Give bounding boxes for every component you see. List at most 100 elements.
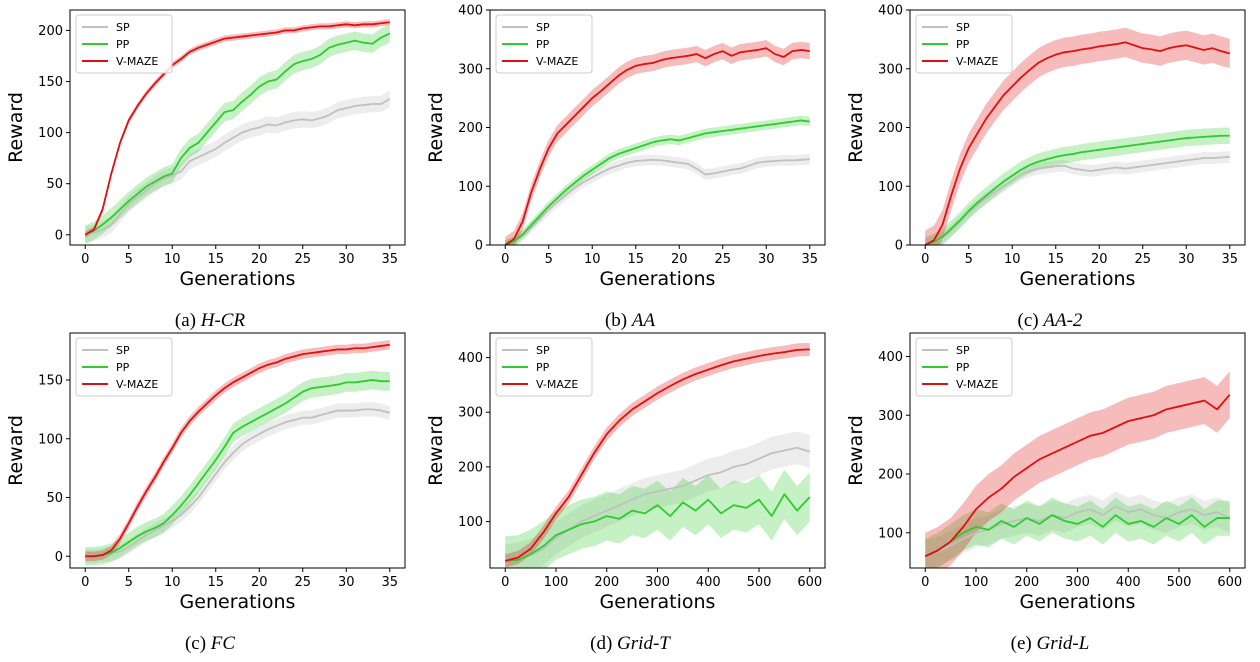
y-tick-label: 150 bbox=[38, 75, 63, 90]
y-tick-label: 0 bbox=[55, 228, 63, 243]
chart-5: 0 100 200 300 400 500 600100200300400Generatio… bbox=[845, 333, 1245, 613]
x-tick-label: 30 bbox=[338, 252, 355, 267]
band-pp bbox=[85, 371, 390, 566]
caption-c2-name: FC bbox=[211, 633, 235, 654]
caption-b-prefix: (b) bbox=[605, 310, 627, 331]
y-tick-label: 200 bbox=[458, 460, 483, 475]
legend-label-pp: PP bbox=[536, 38, 550, 51]
x-tick-label: 35 bbox=[801, 252, 818, 267]
caption-e-name: Grid-L bbox=[1037, 633, 1090, 654]
x-tick-label: 600 bbox=[797, 575, 822, 590]
x-tick-label: 5 bbox=[125, 575, 133, 590]
y-tick-label: 150 bbox=[38, 374, 63, 389]
caption-a-prefix: (a) bbox=[175, 310, 196, 331]
y-tick-label: 300 bbox=[458, 406, 483, 421]
x-tick-label: 0 bbox=[81, 252, 89, 267]
legend-label-sp: SP bbox=[956, 344, 970, 357]
y-tick-label: 100 bbox=[878, 180, 903, 195]
x-tick-label: 5 bbox=[965, 252, 973, 267]
legend-label-pp: PP bbox=[116, 38, 130, 51]
caption-c1-name: AA-2 bbox=[1043, 310, 1082, 331]
x-tick-label: 100 bbox=[544, 575, 569, 590]
x-tick-label: 20 bbox=[251, 252, 268, 267]
plot-area-5 bbox=[925, 371, 1230, 580]
legend-label-v-maze: V-MAZE bbox=[116, 55, 158, 68]
y-tick-label: 200 bbox=[38, 24, 63, 39]
x-tick-label: 400 bbox=[696, 575, 721, 590]
y-axis-label: Reward bbox=[845, 415, 867, 486]
chart-3: 0 5 10 15 20 25 30 35050100150GenerationsReward… bbox=[5, 333, 405, 613]
y-tick-label: 400 bbox=[458, 4, 483, 19]
x-tick-label: 10 bbox=[584, 252, 601, 267]
x-tick-label: 500 bbox=[1167, 575, 1192, 590]
x-tick-label: 5 bbox=[545, 252, 553, 267]
x-tick-label: 20 bbox=[671, 252, 688, 267]
legend-label-sp: SP bbox=[116, 21, 130, 34]
x-tick-label: 35 bbox=[381, 575, 398, 590]
caption-c1-prefix: (c) bbox=[1018, 310, 1039, 331]
legend-label-v-maze: V-MAZE bbox=[116, 378, 158, 391]
legend-label-pp: PP bbox=[116, 361, 130, 374]
x-tick-label: 300 bbox=[1065, 575, 1090, 590]
x-tick-label: 20 bbox=[251, 575, 268, 590]
x-tick-label: 100 bbox=[964, 575, 989, 590]
y-tick-label: 300 bbox=[458, 62, 483, 77]
y-axis-label: Reward bbox=[845, 92, 867, 163]
x-tick-label: 25 bbox=[294, 252, 311, 267]
legend: SP PP V-MAZE bbox=[916, 15, 1012, 73]
x-tick-label: 20 bbox=[1091, 252, 1108, 267]
x-tick-label: 600 bbox=[1217, 575, 1242, 590]
x-tick-label: 5 bbox=[125, 252, 133, 267]
caption-d-name: Grid-T bbox=[617, 633, 670, 654]
x-tick-label: 0 bbox=[921, 252, 929, 267]
chart-0: 0 5 10 15 20 25 30 35050100150200GenerationsRew… bbox=[5, 10, 405, 290]
x-tick-label: 500 bbox=[747, 575, 772, 590]
y-tick-label: 300 bbox=[878, 62, 903, 77]
y-tick-label: 50 bbox=[46, 177, 63, 192]
y-axis-label: Reward bbox=[5, 415, 27, 486]
x-tick-label: 15 bbox=[207, 575, 224, 590]
band-pp bbox=[505, 116, 810, 250]
legend: SP PP V-MAZE bbox=[916, 338, 1012, 396]
y-tick-label: 400 bbox=[878, 350, 903, 365]
y-tick-label: 400 bbox=[878, 4, 903, 19]
caption-b: (b) AA bbox=[520, 310, 740, 332]
chart-2: 0 5 10 15 20 25 30 350100200300400GenerationsRe… bbox=[845, 4, 1245, 291]
x-tick-label: 0 bbox=[501, 252, 509, 267]
x-tick-label: 200 bbox=[594, 575, 619, 590]
y-tick-label: 100 bbox=[458, 180, 483, 195]
legend-label-v-maze: V-MAZE bbox=[956, 378, 998, 391]
caption-a-name: H-CR bbox=[201, 310, 245, 331]
y-tick-label: 200 bbox=[458, 121, 483, 136]
caption-c2-prefix: (c) bbox=[185, 633, 206, 654]
y-axis-label: Reward bbox=[5, 92, 27, 163]
y-tick-label: 100 bbox=[878, 526, 903, 541]
y-axis-label: Reward bbox=[425, 415, 447, 486]
caption-c2: (c) FC bbox=[100, 633, 320, 655]
x-tick-label: 35 bbox=[381, 252, 398, 267]
x-tick-label: 30 bbox=[338, 575, 355, 590]
x-tick-label: 15 bbox=[627, 252, 644, 267]
caption-e-prefix: (e) bbox=[1011, 633, 1032, 654]
legend-label-v-maze: V-MAZE bbox=[956, 55, 998, 68]
x-tick-label: 15 bbox=[207, 252, 224, 267]
legend-label-pp: PP bbox=[956, 361, 970, 374]
legend-label-sp: SP bbox=[956, 21, 970, 34]
y-tick-label: 200 bbox=[878, 121, 903, 136]
legend: SP PP V-MAZE bbox=[496, 15, 592, 73]
x-tick-label: 30 bbox=[758, 252, 775, 267]
y-tick-label: 50 bbox=[46, 491, 63, 506]
legend: SP PP V-MAZE bbox=[76, 15, 172, 73]
x-axis-label: Generations bbox=[1020, 591, 1136, 613]
x-tick-label: 300 bbox=[645, 575, 670, 590]
legend: SP PP V-MAZE bbox=[496, 338, 592, 396]
x-tick-label: 35 bbox=[1221, 252, 1238, 267]
x-tick-label: 200 bbox=[1014, 575, 1039, 590]
legend-label-pp: PP bbox=[956, 38, 970, 51]
caption-a: (a) H-CR bbox=[100, 310, 320, 332]
x-tick-label: 30 bbox=[1178, 252, 1195, 267]
x-tick-label: 10 bbox=[1004, 252, 1021, 267]
legend-label-sp: SP bbox=[116, 344, 130, 357]
y-tick-label: 400 bbox=[458, 351, 483, 366]
x-tick-label: 400 bbox=[1116, 575, 1141, 590]
